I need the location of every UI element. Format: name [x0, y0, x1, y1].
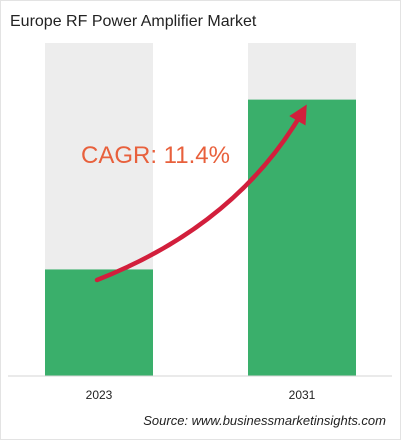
- cagr-annotation: CAGR: 11.4%: [81, 142, 230, 169]
- bar-2031: [248, 99, 356, 377]
- source-credit: Source: www.businessmarketinsights.com: [143, 413, 386, 428]
- x-tick-label-2023: 2023: [86, 388, 113, 402]
- x-tick-label-2031: 2031: [289, 388, 316, 402]
- cagr-arrow: [94, 104, 307, 283]
- chart-title: Europe RF Power Amplifier Market: [10, 13, 257, 30]
- bar-2023: [45, 269, 153, 376]
